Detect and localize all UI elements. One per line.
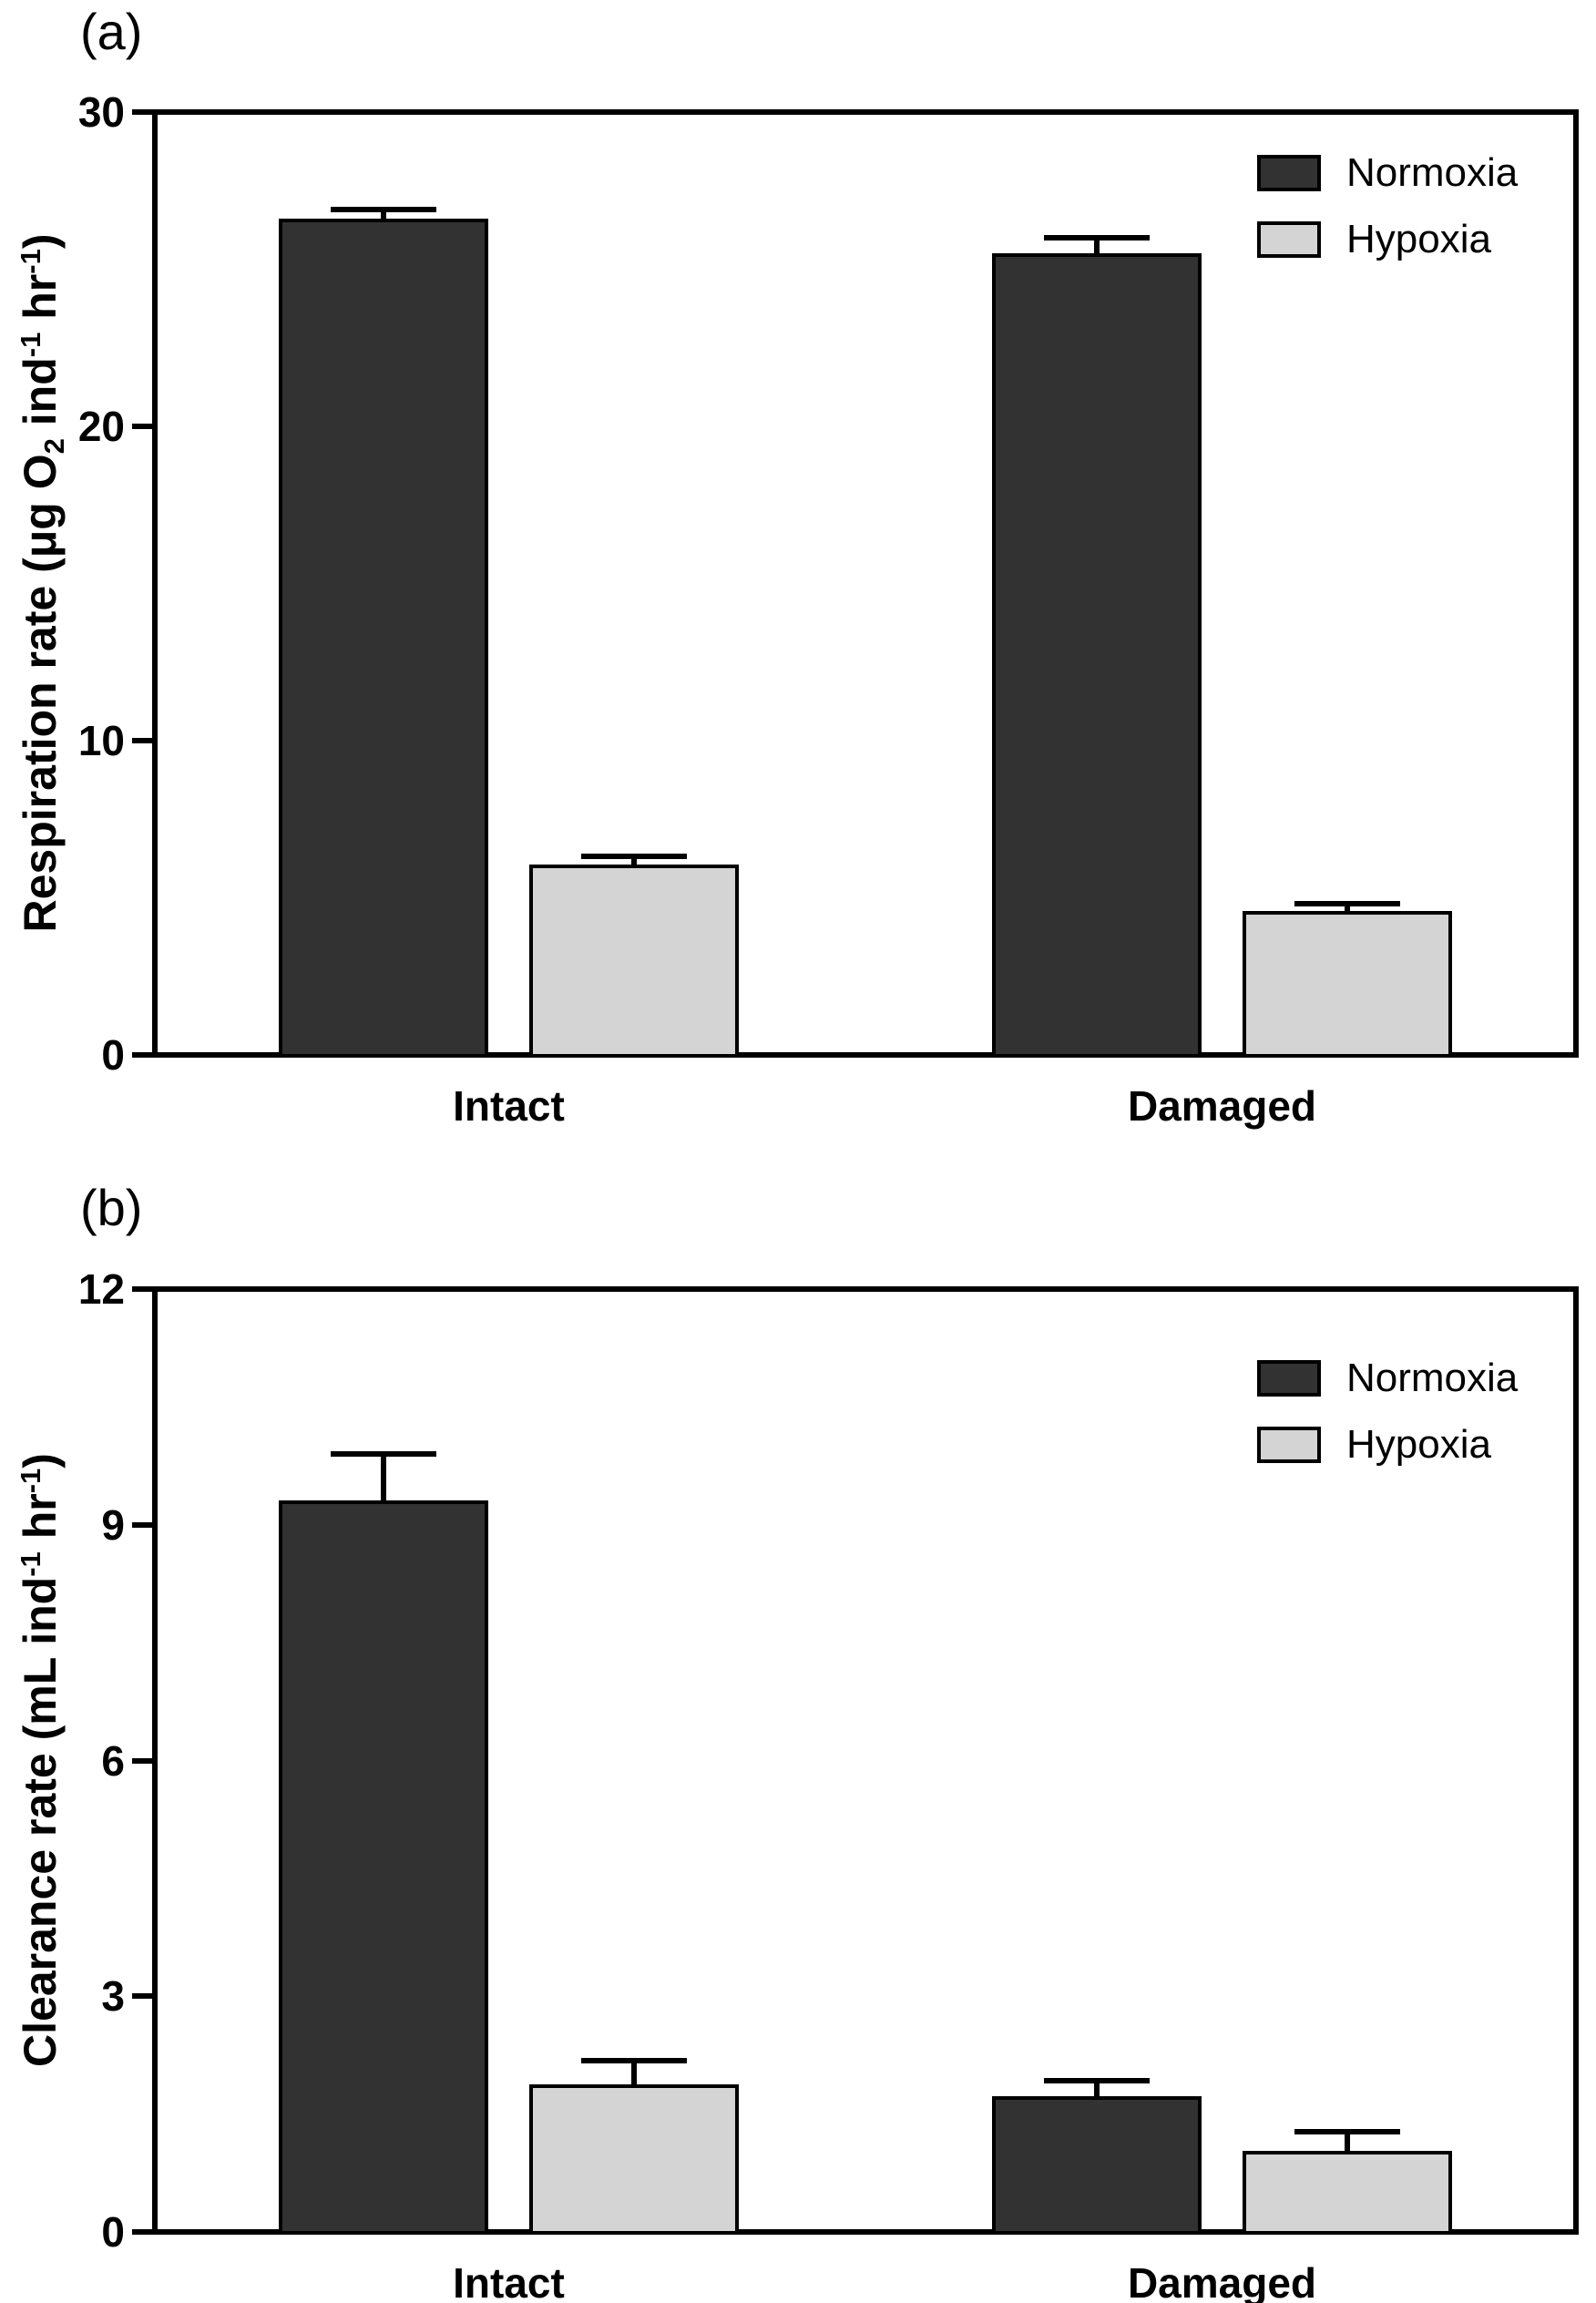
y-tick-label: 9: [101, 1500, 125, 1549]
hypoxia-bar-damaged: [1243, 2151, 1452, 2235]
normoxia-bar-intact: [279, 218, 488, 1058]
y-tick-label: 0: [101, 1031, 125, 1079]
y-tick-mark: [132, 2229, 152, 2235]
error-bar-cap: [331, 206, 436, 212]
category-label-intact: Intact: [453, 1082, 565, 1130]
legend-row-normoxia: Normoxia: [1257, 1356, 1518, 1401]
y-axis-title-segment: -1: [14, 1551, 46, 1577]
y-tick-mark: [132, 109, 152, 115]
y-axis-title-segment: hr: [15, 273, 66, 333]
y-tick-label: 30: [77, 88, 125, 136]
y-tick-label: 12: [77, 1265, 125, 1313]
error-bar-stem: [381, 209, 386, 219]
y-tick-label: 3: [101, 1972, 125, 2021]
error-bar-cap: [331, 1450, 436, 1457]
legend-row-normoxia: Normoxia: [1257, 150, 1518, 196]
error-bar-stem: [1094, 237, 1100, 253]
error-bar-cap: [1294, 900, 1400, 906]
error-bar-stem: [631, 856, 637, 865]
y-tick-label: 0: [101, 2208, 125, 2256]
hypoxia-bar-damaged: [1243, 911, 1452, 1058]
panel-b-label: (b): [80, 1179, 143, 1236]
error-bar-stem: [381, 1453, 386, 1501]
error-bar-cap: [1044, 234, 1150, 241]
y-tick-label: 6: [101, 1736, 125, 1785]
y-axis-title-segment: ): [15, 233, 66, 250]
hypoxia-bar-intact: [529, 864, 739, 1058]
y-tick-mark: [132, 1993, 152, 2000]
legend-label-normoxia: Normoxia: [1346, 1356, 1519, 1400]
category-label-damaged: Damaged: [1127, 2259, 1317, 2303]
hypoxia-swatch: [1257, 221, 1321, 258]
error-bar-cap: [1294, 2128, 1400, 2134]
legend-row-hypoxia: Hypoxia: [1257, 1422, 1491, 1468]
legend-row-hypoxia: Hypoxia: [1257, 217, 1491, 262]
normoxia-swatch: [1257, 155, 1321, 191]
normoxia-bar-damaged: [992, 2095, 1202, 2235]
error-bar-stem: [1094, 2080, 1100, 2096]
y-axis-title-segment: -1: [14, 249, 46, 274]
y-axis-title-segment: -1: [14, 332, 46, 358]
error-bar-stem: [631, 2061, 637, 2084]
y-tick-mark: [132, 1052, 152, 1058]
y-tick-label: 10: [77, 717, 125, 764]
error-bar-stem: [1345, 2131, 1350, 2151]
panel-a-label: (a): [80, 3, 143, 60]
category-label-intact: Intact: [453, 2259, 565, 2303]
error-bar-cap: [581, 2058, 687, 2064]
y-tick-mark: [132, 1521, 152, 1528]
normoxia-swatch: [1257, 1360, 1321, 1397]
normoxia-bar-intact: [279, 1500, 488, 2235]
error-bar-cap: [581, 854, 687, 859]
y-axis-title-segment: -1: [14, 1468, 46, 1494]
y-tick-mark: [132, 1286, 152, 1292]
legend-label-normoxia: Normoxia: [1346, 150, 1519, 195]
y-tick-mark: [132, 738, 152, 743]
category-label-damaged: Damaged: [1127, 1082, 1317, 1130]
y-tick-label: 20: [77, 403, 125, 450]
error-bar-cap: [1044, 2077, 1150, 2083]
legend-label-hypoxia: Hypoxia: [1346, 217, 1491, 261]
y-tick-mark: [132, 424, 152, 429]
error-bar-stem: [1345, 903, 1350, 912]
y-axis-title-segment: Respiration rate (μg O: [15, 454, 66, 933]
y-axis-title: Respiration rate (μg O2 ind-1 hr-1): [14, 233, 70, 933]
y-tick-mark: [132, 1757, 152, 1764]
hypoxia-swatch: [1257, 1427, 1321, 1463]
y-axis-title-segment: ): [15, 1453, 66, 1469]
normoxia-bar-damaged: [992, 252, 1202, 1058]
legend-label-hypoxia: Hypoxia: [1346, 1422, 1491, 1467]
hypoxia-bar-intact: [529, 2083, 739, 2235]
